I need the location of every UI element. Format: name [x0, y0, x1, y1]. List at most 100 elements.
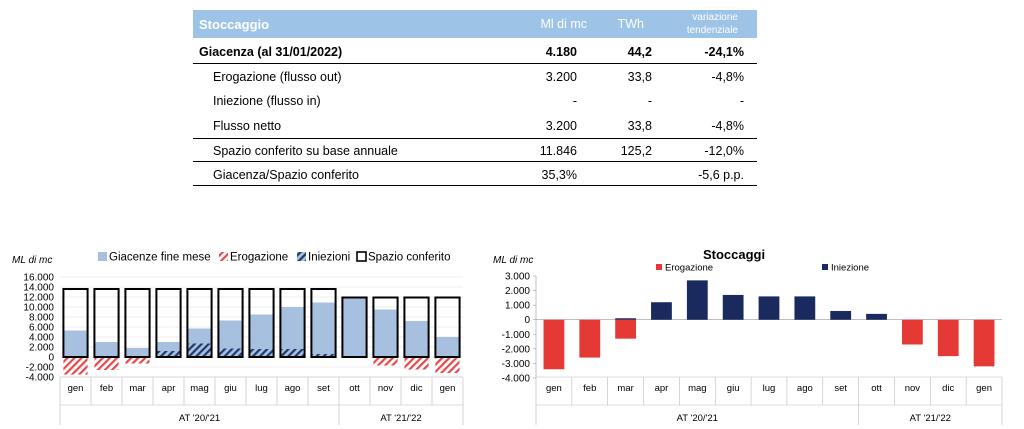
y-axis-label: ML di mc	[493, 255, 533, 266]
withdrawal-bar	[94, 357, 119, 370]
group-label: AT '21/'22	[910, 413, 951, 424]
table-title: Stoccaggio	[199, 17, 270, 32]
injection-bar	[311, 354, 336, 357]
x-tick-label: nov	[378, 383, 394, 394]
stock-bar	[311, 302, 336, 357]
y-tick-label: 4.000	[29, 333, 54, 344]
y-tick-label: 8.000	[29, 313, 54, 324]
y-tick-label: 10.000	[23, 303, 54, 314]
col-header-var-2: tendenziale	[686, 25, 738, 36]
storage-flows-chart: ML di mc Stoccaggi Erogazione Iniezione 3…	[493, 247, 1003, 425]
withdrawal-bar	[937, 319, 959, 357]
capacity-frame	[93, 288, 120, 358]
legend-label: Erogazione	[230, 252, 288, 264]
x-tick-label: mag	[190, 383, 208, 394]
legend-swatch	[822, 264, 828, 270]
legend-label: Giacenze fine mese	[109, 252, 211, 264]
stock-bar	[280, 307, 305, 357]
x-tick-label: lug	[255, 383, 268, 394]
y-tick-label: 0	[48, 353, 54, 364]
x-tick-label: ago	[285, 383, 301, 394]
x-tick-label: apr	[655, 383, 669, 394]
table-row: Spazio conferito su base annuale 11.846 12…	[213, 144, 744, 158]
capacity-frame	[372, 296, 399, 358]
group-label: AT '21/'22	[380, 413, 421, 424]
x-tick-label: gen	[68, 383, 84, 394]
injection-bar	[187, 343, 212, 357]
capacity-frame	[124, 288, 151, 358]
group-label: AT '20/'21	[677, 413, 718, 424]
injection-bar	[686, 280, 708, 320]
x-tick-label: set	[317, 383, 330, 394]
legend: Giacenze fine mese Erogazione Iniezioni Spa…	[98, 251, 450, 264]
x-tick-label: feb	[583, 383, 596, 394]
capacity-frame	[62, 288, 89, 358]
withdrawal-bar	[579, 319, 601, 358]
x-tick-label: feb	[100, 383, 113, 394]
stock-bar	[63, 330, 88, 357]
injection-bar	[249, 349, 274, 357]
y-tick-label: -4.000	[502, 374, 531, 385]
table-row: Erogazione (flusso out) 3.200 33,8 -4,8%	[213, 70, 744, 84]
col-header-var-1: variazione	[692, 12, 738, 23]
stock-bar	[435, 337, 460, 357]
capacity-frame	[217, 288, 244, 358]
legend-swatch	[656, 264, 662, 270]
capacity-frame	[186, 288, 213, 358]
withdrawal-bar	[543, 319, 565, 370]
capacity-frame	[341, 296, 368, 358]
stock-bar	[373, 309, 398, 357]
legend-label: Erogazione	[665, 263, 713, 274]
injection-bar	[156, 351, 181, 357]
y-tick-label: 16.000	[23, 273, 54, 284]
capacity-frame	[155, 288, 182, 358]
withdrawal-bar	[125, 357, 150, 364]
col-header-mlmc: Ml di mc	[540, 17, 587, 31]
y-tick-label: 2.000	[29, 343, 54, 354]
chart-title: Stoccaggi	[703, 247, 765, 262]
legend-swatch	[356, 251, 367, 262]
x-tick-label: ott	[349, 383, 360, 394]
withdrawal-bar	[973, 319, 995, 367]
injection-bar	[280, 349, 305, 357]
y-tick-label: -4.000	[26, 373, 55, 384]
y-tick-label: 1.000	[505, 301, 530, 312]
injection-bar	[758, 296, 780, 320]
y-tick-label: -2.000	[26, 363, 55, 374]
legend-swatch	[297, 252, 306, 261]
x-tick-label: mar	[129, 383, 145, 394]
capacity-frame	[248, 288, 275, 358]
injection-bar	[794, 296, 816, 320]
capacity-frame	[310, 288, 337, 358]
legend-label: Spazio conferito	[368, 252, 450, 264]
y-tick-label: 12.000	[23, 293, 54, 304]
withdrawal-bar	[901, 319, 923, 345]
legend-swatch	[219, 252, 228, 261]
withdrawal-bar	[435, 357, 460, 373]
y-tick-label: -2.000	[502, 344, 531, 355]
col-header-twh: TWh	[617, 17, 644, 31]
x-tick-label: gen	[976, 383, 992, 394]
y-tick-label: 14.000	[23, 283, 54, 294]
y-tick-label: 6.000	[29, 323, 54, 334]
stock-bar	[404, 321, 429, 357]
legend-label: Iniezione	[831, 263, 869, 274]
y-tick-label: 2.000	[505, 286, 530, 297]
stock-bar	[125, 348, 150, 357]
x-tick-label: gen	[546, 383, 562, 394]
y-tick-label: -3.000	[502, 359, 531, 370]
withdrawal-bar	[615, 319, 637, 339]
x-tick-label: mar	[617, 383, 633, 394]
x-tick-label: apr	[162, 383, 176, 394]
capacity-frame	[434, 296, 461, 358]
x-tick-label: giu	[224, 383, 237, 394]
injection-bar	[866, 313, 887, 320]
injection-bar	[830, 310, 852, 320]
x-tick-label: dic	[942, 383, 954, 394]
injection-bar	[218, 348, 243, 357]
injection-bar	[722, 294, 744, 320]
table-header: Stoccaggio Ml di mc TWh variazione tende…	[193, 10, 757, 38]
injection-bar	[651, 302, 672, 320]
x-tick-label: ott	[871, 383, 882, 394]
legend: Erogazione Iniezione	[656, 263, 869, 274]
